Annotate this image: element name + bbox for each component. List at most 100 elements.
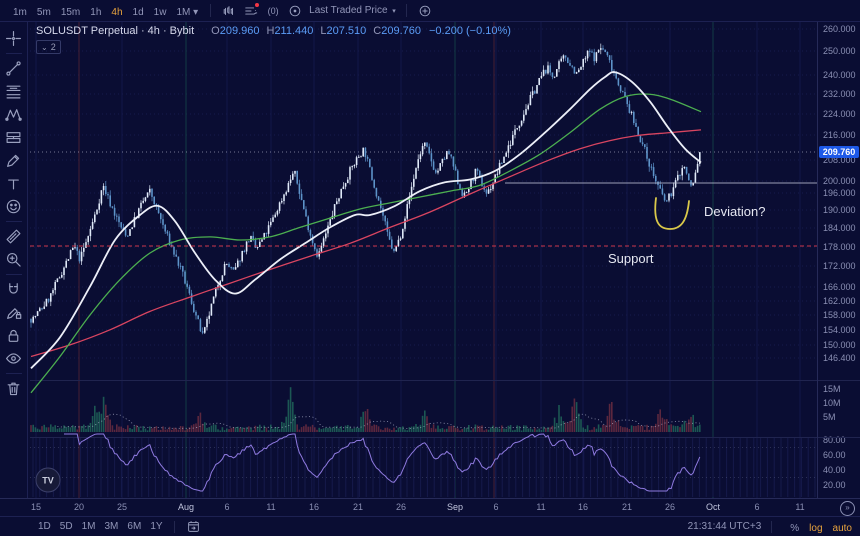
- time-label: 6: [224, 502, 230, 512]
- open-value: 209.960: [219, 25, 260, 37]
- zoom-in-icon[interactable]: [5, 251, 22, 268]
- toolbar-divider: [771, 520, 773, 533]
- rsi-scale-label: 40.00: [823, 465, 846, 475]
- clock[interactable]: 21:31:44 UTC+3: [687, 521, 762, 532]
- range-5d[interactable]: 5D: [59, 521, 73, 532]
- time-axis[interactable]: » 15 20 25 Aug 6 11 16 21 26 Sep 6 11 16 21 26 Oct 6 11: [0, 498, 860, 517]
- fib-retracement-icon[interactable]: [5, 83, 22, 100]
- time-label: 21: [621, 502, 633, 512]
- scale-log[interactable]: log: [809, 522, 823, 534]
- volume-scale-label: 10M: [823, 398, 841, 408]
- toolbar-divider: [210, 4, 212, 17]
- price-label: 196.000: [823, 188, 856, 198]
- crosshair-icon[interactable]: [5, 30, 22, 47]
- price-label: 184.000: [823, 223, 856, 233]
- rsi-scale-label: 20.00: [823, 480, 846, 490]
- text-icon[interactable]: [5, 175, 22, 192]
- timeframe-5m[interactable]: 5m: [36, 6, 51, 18]
- lock-drawings-icon[interactable]: [5, 327, 22, 344]
- time-label: 21: [352, 502, 364, 512]
- time-label: 6: [754, 502, 760, 512]
- range-6m[interactable]: 6M: [127, 521, 142, 532]
- indicators-collapse-toggle[interactable]: ⌄ 2: [36, 40, 61, 54]
- range-1d[interactable]: 1D: [38, 521, 51, 532]
- toolbar-divider: [173, 520, 175, 533]
- alerts-count-icon[interactable]: (0): [267, 5, 279, 16]
- emoji-icon[interactable]: [5, 198, 22, 215]
- price-source-dropdown[interactable]: Last Traded Price ▾: [309, 5, 396, 16]
- close-label: C: [373, 25, 382, 37]
- timeframe-1M[interactable]: 1M ▾: [176, 6, 199, 18]
- ruler-icon[interactable]: [5, 228, 22, 245]
- symbol-info-line[interactable]: SOLUSDT Perpetual · 4h · Bybit O 209.960 …: [36, 25, 511, 37]
- bottom-toolbar: 1D 5D 1M 3M 6M 1Y 21:31:44 UTC+3 % log auto: [0, 516, 860, 536]
- tradingview-watermark: TV: [35, 467, 61, 493]
- deviation-label: Deviation?: [704, 204, 765, 219]
- time-label: 11: [795, 502, 805, 512]
- candles: [30, 43, 701, 335]
- timeframe-1w[interactable]: 1w: [153, 6, 167, 18]
- time-label: 11: [266, 502, 276, 512]
- last-price-badge: 209.760: [819, 146, 859, 158]
- xabcd-pattern-icon[interactable]: [5, 106, 22, 123]
- price-label: 146.400: [823, 353, 856, 363]
- price-label: 190.000: [823, 205, 856, 215]
- top-toolbar: 1m 5m 15m 1h 4h 1d 1w 1M ▾ (0) Last Traded Pric…: [0, 0, 860, 22]
- price-label: 216.000: [823, 130, 856, 140]
- drawing-toolbar: [0, 22, 28, 498]
- toolbar-divider: [5, 221, 22, 222]
- timeframe-1h[interactable]: 1h: [90, 6, 102, 18]
- scale-auto[interactable]: auto: [832, 522, 852, 534]
- price-label: 154.000: [823, 325, 856, 335]
- toolbar-divider: [5, 53, 22, 54]
- price-axis[interactable]: 260.000 250.000 240.000 232.000 224.000 216.0…: [817, 22, 860, 498]
- time-label: 16: [577, 502, 589, 512]
- trend-line-icon[interactable]: [5, 60, 22, 77]
- scale-%[interactable]: %: [790, 522, 800, 534]
- range-3m[interactable]: 3M: [104, 521, 119, 532]
- support-label: Support: [608, 251, 654, 266]
- range-1m[interactable]: 1M: [81, 521, 96, 532]
- timeframe-15m[interactable]: 15m: [60, 6, 81, 18]
- timeframe-4h[interactable]: 4h: [111, 6, 123, 18]
- annotations: Deviation? Support: [30, 151, 817, 266]
- time-label: 6: [493, 502, 499, 512]
- magnet-icon[interactable]: [5, 281, 22, 298]
- price-label: 162.000: [823, 296, 856, 306]
- hide-drawings-icon[interactable]: [5, 350, 22, 367]
- bottom-right-group: 21:31:44 UTC+3 % log auto: [688, 518, 852, 536]
- timeframe-1m[interactable]: 1m: [13, 6, 27, 18]
- low-value: 207.510: [326, 25, 367, 37]
- add-plus-icon[interactable]: [416, 2, 434, 20]
- rsi-scale-label: 80.00: [823, 435, 846, 445]
- position-tool-icon[interactable]: [5, 129, 22, 146]
- time-label: 25: [116, 502, 128, 512]
- notification-dot: [255, 2, 260, 7]
- price-label: 172.000: [823, 261, 856, 271]
- deviation-arc: [654, 197, 690, 230]
- chart-type-icon[interactable]: [220, 2, 238, 20]
- timeframe-1d[interactable]: 1d: [132, 6, 144, 18]
- indicators-icon[interactable]: [242, 2, 260, 20]
- pane-separator: [818, 437, 860, 438]
- symbol-title[interactable]: SOLUSDT Perpetual · 4h · Bybit: [36, 25, 195, 37]
- brush-icon[interactable]: [5, 152, 22, 169]
- remove-objects-icon[interactable]: [5, 380, 22, 397]
- rsi-pane: [30, 433, 817, 497]
- rsi-scale-label: 60.00: [823, 450, 846, 460]
- price-label: 178.000: [823, 242, 856, 252]
- time-label: 20: [73, 502, 85, 512]
- toolbar-divider: [5, 274, 22, 275]
- scroll-to-realtime-button[interactable]: »: [840, 501, 855, 516]
- price-label: 158.000: [823, 310, 856, 320]
- target-icon[interactable]: [286, 2, 304, 20]
- range-1y[interactable]: 1Y: [150, 521, 163, 532]
- chevron-down-icon: ⌄: [41, 42, 48, 52]
- go-to-date-icon[interactable]: [185, 518, 203, 536]
- drawing-mode-icon[interactable]: [5, 304, 22, 321]
- time-label: 11: [536, 502, 546, 512]
- price-label: 224.000: [823, 109, 856, 119]
- price-label: 250.000: [823, 46, 856, 56]
